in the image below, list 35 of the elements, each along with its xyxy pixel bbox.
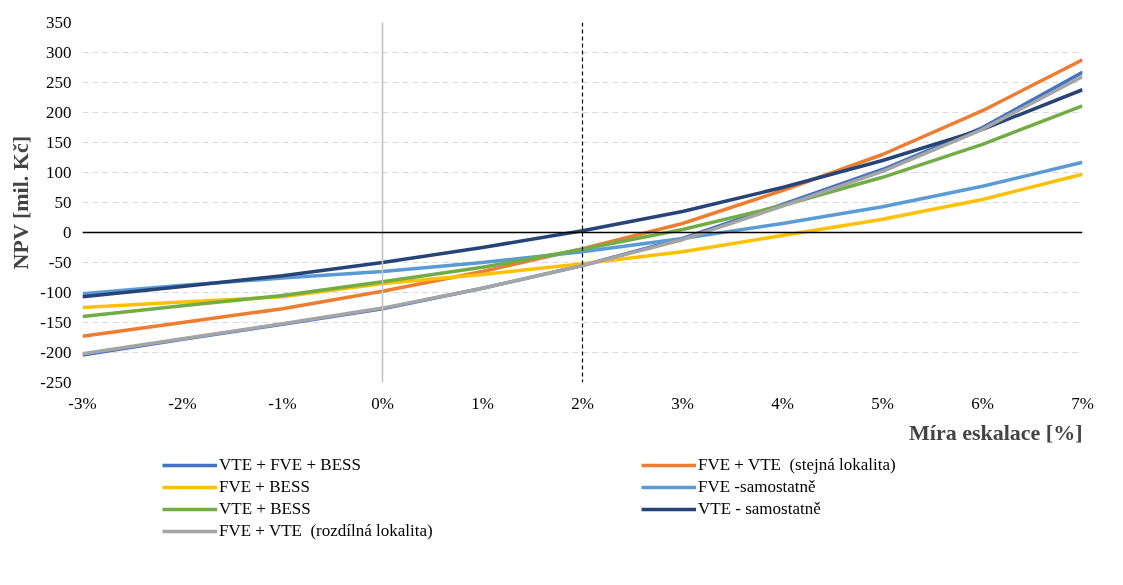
legend-label: VTE + BESS bbox=[219, 499, 312, 519]
x-tick-label: 1% bbox=[471, 393, 494, 413]
x-axis-title: Míra eskalace [%] bbox=[909, 419, 1083, 445]
y-tick-label: 350 bbox=[46, 13, 72, 32]
legend-label: FVE + VTE (rozdílná lokalita) bbox=[219, 521, 434, 541]
y-tick-label: -250 bbox=[40, 373, 72, 392]
y-tick-label: -150 bbox=[40, 313, 72, 332]
legend-label: VTE + FVE + BESS bbox=[219, 455, 362, 475]
legend-label: FVE + VTE (stejná lokalita) bbox=[698, 455, 897, 475]
y-tick-label: 250 bbox=[46, 73, 72, 92]
y-tick-label: -100 bbox=[40, 283, 72, 302]
legend-label: FVE + BESS bbox=[219, 477, 311, 497]
x-tick-label: -2% bbox=[168, 393, 197, 413]
y-tick-label: 200 bbox=[46, 103, 72, 122]
x-tick-label: 2% bbox=[571, 393, 594, 413]
line-series bbox=[82, 104, 1083, 319]
y-tick-label: 100 bbox=[46, 163, 72, 182]
y-tick-label: 0 bbox=[63, 223, 72, 242]
y-axis-title: NPV [mil. Kč] bbox=[7, 135, 33, 270]
x-tick-label: -3% bbox=[68, 393, 97, 413]
line-series bbox=[82, 87, 1083, 299]
x-tick-label: 0% bbox=[371, 393, 394, 413]
x-tick-label: 3% bbox=[671, 393, 694, 413]
y-tick-label: 300 bbox=[46, 43, 72, 62]
y-tick-label: 150 bbox=[46, 133, 72, 152]
legend-label: VTE - samostatně bbox=[698, 499, 822, 519]
y-tick-label: -50 bbox=[48, 253, 72, 272]
x-tick-label: 7% bbox=[1071, 393, 1094, 413]
x-tick-label: 4% bbox=[771, 393, 794, 413]
x-tick-label: 5% bbox=[871, 393, 894, 413]
legend-label: FVE -samostatně bbox=[698, 477, 817, 497]
y-tick-label: -200 bbox=[40, 343, 72, 362]
x-tick-label: -1% bbox=[268, 393, 297, 413]
y-tick-label: 50 bbox=[54, 193, 72, 212]
x-tick-label: 6% bbox=[971, 393, 994, 413]
